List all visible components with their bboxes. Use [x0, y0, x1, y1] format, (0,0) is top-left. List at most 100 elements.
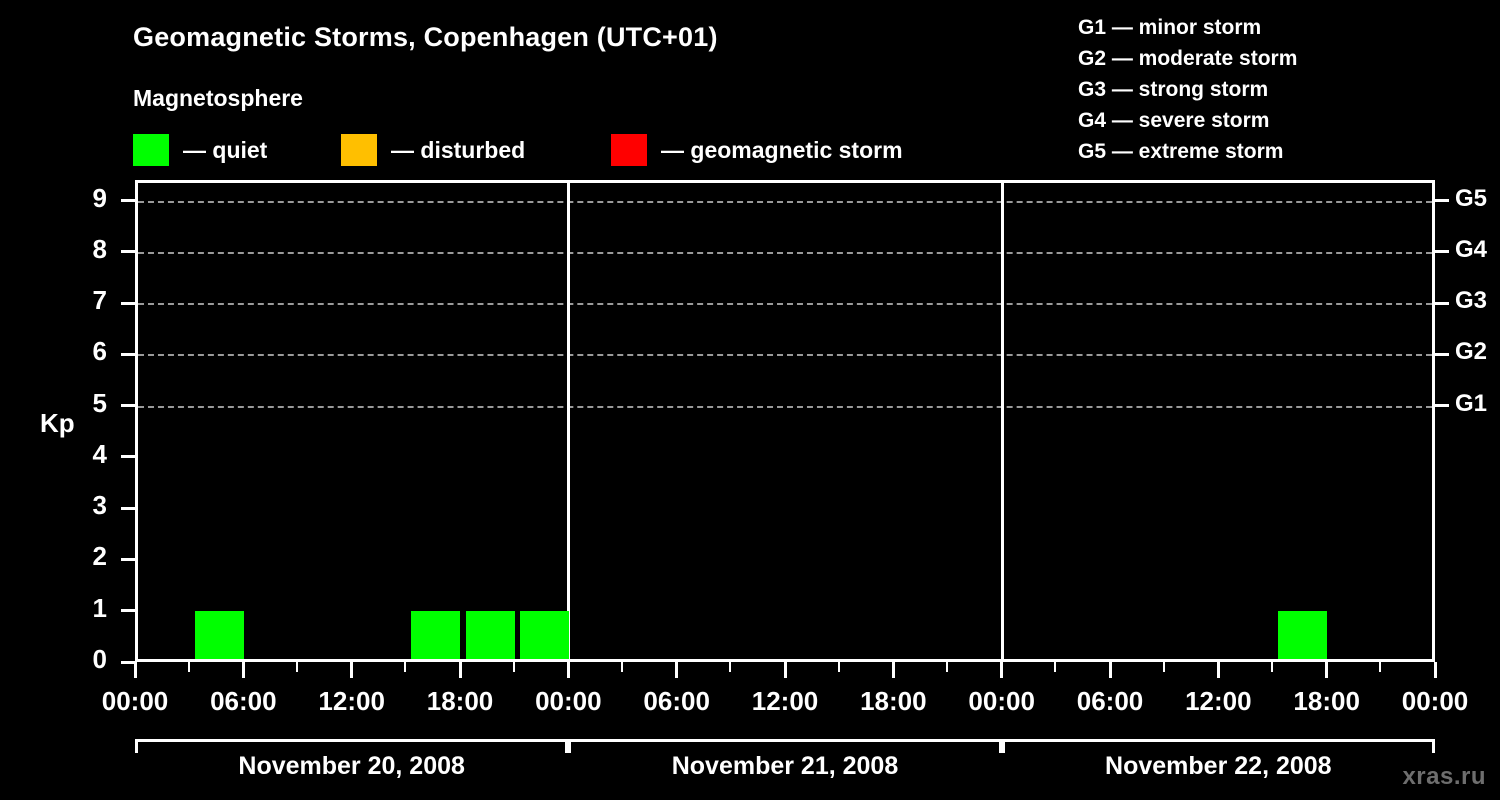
x-tick-label-3: 18:00 — [426, 686, 494, 716]
x-tick-3h — [187, 662, 190, 672]
day-bracket-2 — [568, 739, 1002, 753]
x-tick-45h — [946, 662, 948, 672]
g-tick-label-g5: G5 — [1455, 184, 1488, 212]
y-tick-label-5: 5 — [92, 387, 107, 418]
gridline-kp-9 — [138, 200, 1432, 203]
x-tick-42h — [891, 662, 895, 678]
x-tick-51h — [1054, 662, 1057, 672]
plot-area — [135, 180, 1435, 662]
storm-scale-legend: G1 — minor storm G2 — moderate storm G3 — … — [1078, 12, 1297, 167]
y-tick-6 — [121, 352, 135, 356]
x-tick-0h — [133, 662, 137, 678]
y-tick-label-2: 2 — [92, 541, 107, 572]
gridline-kp-6 — [138, 354, 1432, 357]
subtitle: Magnetosphere — [133, 85, 303, 111]
x-tick-15h — [404, 662, 407, 672]
legend-item-quiet: — quiet — [133, 133, 267, 167]
legend-swatch-geomagnetic-storm — [611, 134, 647, 166]
g-tick-label-g1: G1 — [1455, 389, 1488, 417]
x-tick-63h — [1271, 662, 1273, 672]
x-tick-label-1: 06:00 — [210, 686, 277, 716]
g-tick-g3 — [1435, 301, 1449, 305]
bar — [194, 610, 244, 659]
x-tick-6h — [241, 662, 245, 678]
y-tick-label-8: 8 — [92, 233, 107, 264]
x-tick-label-8: 00:00 — [968, 686, 1035, 716]
y-axis-title: Kp — [40, 408, 75, 438]
y-tick-2 — [121, 557, 135, 561]
day-label-1: November 20, 2008 — [238, 752, 465, 780]
y-tick-label-7: 7 — [92, 285, 107, 316]
storm-scale-row-g5: G5 — extreme storm — [1078, 140, 1284, 163]
bar — [519, 610, 569, 659]
gridline-kp-8 — [138, 251, 1432, 254]
day-bracket-1 — [135, 739, 569, 753]
x-tick-57h — [1162, 662, 1165, 672]
storm-scale-row-g1: G1 — minor storm — [1078, 16, 1262, 39]
y-tick-3 — [121, 506, 135, 510]
day-label-2: November 21, 2008 — [671, 752, 899, 780]
x-tick-label-12: 00:00 — [1401, 686, 1469, 716]
day-bracket-3 — [1001, 739, 1435, 753]
day-label-3: November 22, 2008 — [1105, 752, 1332, 780]
x-tick-30h — [675, 662, 679, 678]
x-tick-21h — [512, 662, 515, 672]
y-tick-label-6: 6 — [92, 336, 107, 367]
g-tick-g5 — [1435, 199, 1449, 202]
storm-scale-row-g3: G3 — strong storm — [1078, 78, 1269, 101]
y-tick-5 — [121, 404, 135, 408]
x-tick-label-7: 18:00 — [860, 686, 927, 716]
y-tick-label-0: 0 — [92, 644, 107, 674]
gridline-kp-5 — [138, 405, 1432, 408]
day-separator-48h — [1000, 183, 1004, 659]
x-tick-48h — [1000, 662, 1004, 678]
x-tick-36h — [783, 662, 787, 678]
page-title: Geomagnetic Storms, Copenhagen (UTC+01) — [133, 22, 718, 52]
y-tick-9 — [121, 199, 135, 202]
legend-label-disturbed: — disturbed — [391, 136, 526, 163]
legend-label-geomagnetic-storm: — geomagnetic storm — [661, 136, 903, 163]
day-separator-24h — [567, 183, 571, 659]
plot-inner — [138, 183, 1432, 659]
bar — [411, 610, 461, 659]
g-tick-g1 — [1435, 404, 1449, 408]
legend-item-geomagnetic-storm: — geomagnetic storm — [611, 133, 903, 167]
y-tick-4 — [121, 455, 135, 459]
x-tick-54h — [1108, 662, 1112, 678]
x-tick-label-0: 00:00 — [101, 686, 169, 716]
g-tick-label-g4: G4 — [1455, 235, 1488, 263]
x-tick-24h — [566, 662, 570, 678]
y-tick-label-4: 4 — [92, 438, 107, 469]
x-tick-39h — [837, 662, 840, 672]
bar — [1278, 610, 1328, 659]
legend-swatch-quiet — [133, 134, 169, 166]
x-tick-72h — [1433, 662, 1437, 678]
storm-scale-row-g4: G4 — severe storm — [1078, 109, 1270, 132]
x-tick-label-11: 18:00 — [1293, 686, 1360, 716]
y-tick-8 — [121, 250, 135, 254]
x-tick-12h — [350, 662, 354, 678]
watermark: xras.ru — [1402, 763, 1486, 790]
legend-label-quiet: — quiet — [183, 136, 268, 163]
x-tick-60h — [1216, 662, 1220, 678]
legend-item-disturbed: — disturbed — [341, 133, 525, 167]
storm-scale-row-g2: G2 — moderate storm — [1078, 47, 1298, 70]
y-tick-7 — [121, 301, 135, 305]
g-tick-label-g2: G2 — [1455, 338, 1488, 366]
x-tick-66h — [1325, 662, 1329, 678]
x-tick-label-6: 12:00 — [751, 686, 819, 716]
gridline-kp-7 — [138, 303, 1432, 306]
x-tick-69h — [1379, 662, 1382, 672]
x-tick-label-2: 12:00 — [318, 686, 385, 716]
g-tick-g2 — [1435, 352, 1449, 356]
bar — [465, 610, 515, 659]
y-tick-1 — [121, 609, 135, 613]
legend-swatch-disturbed — [341, 134, 377, 166]
g-tick-label-g3: G3 — [1455, 287, 1488, 315]
x-tick-27h — [621, 662, 623, 672]
x-tick-label-4: 00:00 — [535, 686, 602, 716]
x-tick-33h — [729, 662, 732, 672]
y-tick-label-9: 9 — [92, 182, 107, 213]
x-tick-18h — [458, 662, 462, 678]
